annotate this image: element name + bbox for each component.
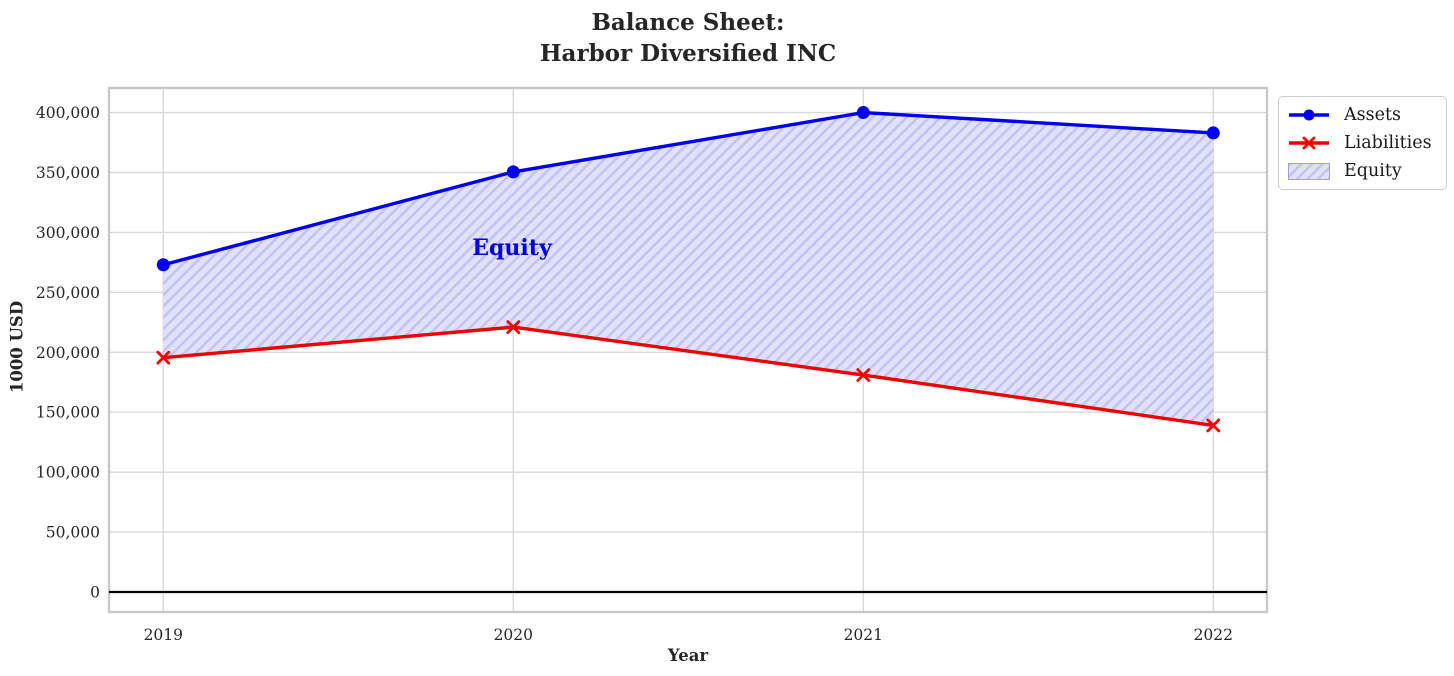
liabilities-marker	[506, 320, 521, 335]
y-tick-label: 100,000	[36, 464, 100, 482]
liabilities-marker	[856, 368, 871, 382]
legend-circle-line-icon	[1287, 105, 1331, 125]
equity-annotation: Equity	[472, 235, 552, 261]
legend: Assets Liabilities Equity	[1278, 96, 1447, 190]
legend-x-line-icon	[1287, 133, 1331, 153]
legend-label: Liabilities	[1344, 133, 1432, 153]
chart-title: Balance Sheet: Harbor Diversified INC	[109, 7, 1267, 69]
legend-label: Assets	[1344, 105, 1401, 125]
assets-marker	[1206, 126, 1220, 140]
y-tick-label: 250,000	[36, 284, 100, 302]
x-tick-label: 2020	[494, 626, 533, 644]
assets-line	[161, 110, 1216, 267]
y-tick-label: 350,000	[36, 164, 100, 182]
legend-line-sample	[1289, 109, 1329, 121]
legend-item-liabilities: Liabilities	[1287, 129, 1438, 157]
y-tick-label: 50,000	[46, 524, 100, 542]
assets-marker	[506, 165, 520, 179]
assets-marker	[856, 106, 870, 120]
y-axis-label: 1000 USD	[7, 300, 27, 394]
liabilities-marker	[1206, 418, 1221, 433]
y-tick-label: 0	[90, 584, 100, 602]
x-axis-label: Year	[667, 646, 709, 665]
x-tick-label: 2019	[144, 626, 183, 644]
legend-item-assets: Assets	[1287, 101, 1438, 129]
liabilities-line	[161, 325, 1216, 428]
y-tick-label: 150,000	[36, 404, 100, 422]
legend-hatched-swatch-icon	[1287, 161, 1331, 181]
y-tick-label: 400,000	[36, 104, 100, 122]
axes-spines	[107, 86, 1269, 614]
legend-item-equity: Equity	[1287, 157, 1438, 185]
equity-fill-area	[163, 112, 1214, 426]
chart-title-line1: Balance Sheet:	[591, 9, 785, 36]
y-tick-label: 300,000	[36, 224, 100, 242]
liabilities-marker	[156, 350, 171, 365]
legend-label: Equity	[1344, 161, 1402, 181]
legend-line-sample	[1289, 136, 1329, 150]
x-tick-label: 2022	[1194, 626, 1233, 644]
legend-patch-sample	[1288, 162, 1330, 180]
x-tick-label: 2021	[844, 626, 883, 644]
y-tick-label: 200,000	[36, 344, 100, 362]
assets-marker	[156, 258, 170, 272]
chart-title-line2: Harbor Diversified INC	[539, 40, 837, 67]
